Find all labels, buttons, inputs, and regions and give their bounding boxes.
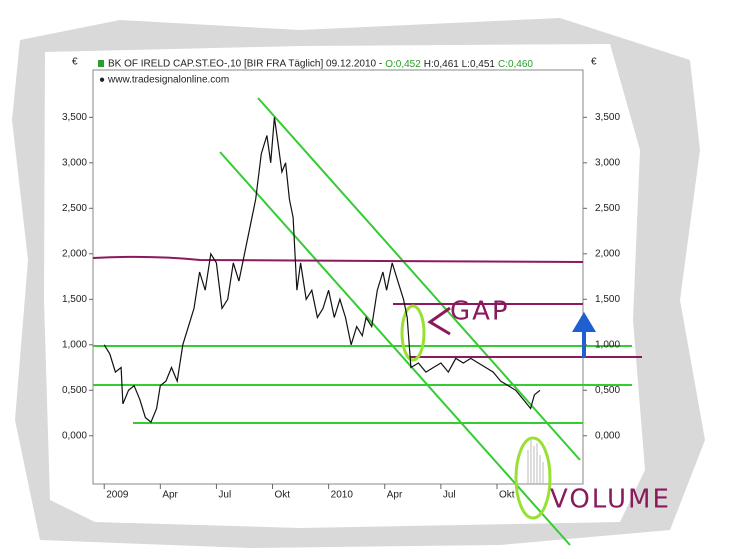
x-tick-label: Okt bbox=[499, 490, 515, 501]
volume bbox=[527, 440, 544, 484]
x-tick-label: 2010 bbox=[331, 490, 354, 501]
x-tick-label: Jul bbox=[443, 490, 456, 501]
y-tick-label-left: 3,000 bbox=[62, 157, 87, 168]
x-tick-label: Apr bbox=[387, 490, 403, 501]
x-tick-label: 2009 bbox=[106, 490, 129, 501]
title-marker bbox=[98, 60, 104, 67]
annotation-gap: GAP bbox=[450, 297, 510, 327]
subtitle: www.tradesignalonline.com bbox=[107, 75, 229, 86]
price-line bbox=[103, 117, 541, 424]
x-tick-label: Apr bbox=[162, 490, 178, 501]
x-tick-label: Okt bbox=[275, 490, 291, 501]
y-tick-label-left: 1,000 bbox=[62, 339, 87, 350]
y-tick-label-right: 2,000 bbox=[595, 248, 620, 259]
y-tick-label-right: 1,500 bbox=[595, 294, 620, 305]
y-tick-label-left: 1,500 bbox=[62, 294, 87, 305]
annotation-volume: VOLUME bbox=[550, 485, 671, 515]
y-tick-label-left: 2,500 bbox=[62, 203, 87, 214]
y-unit-left: € bbox=[72, 57, 78, 68]
y-unit-right: € bbox=[591, 57, 597, 68]
y-tick-label-left: 2,000 bbox=[62, 248, 87, 259]
subtitle-bullet: ● bbox=[99, 75, 105, 86]
x-tick-label: Jul bbox=[218, 490, 231, 501]
y-tick-label-right: 1,000 bbox=[595, 339, 620, 350]
y-tick-label-right: 3,000 bbox=[595, 157, 620, 168]
y-tick-label-right: 3,500 bbox=[595, 112, 620, 123]
chart-title: BK OF IRELD CAP.ST.EO-,10 [BIR FRA Tägli… bbox=[108, 59, 533, 70]
y-tick-label-left: 0,500 bbox=[62, 385, 87, 396]
y-tick-label-left: 0,000 bbox=[62, 430, 87, 441]
y-tick-label-right: 0,500 bbox=[595, 385, 620, 396]
y-tick-label-right: 2,500 bbox=[595, 203, 620, 214]
plot-area bbox=[92, 69, 584, 485]
high-low-label: H:0,461 L:0,451 bbox=[424, 59, 496, 70]
y-tick-label-right: 0,000 bbox=[595, 430, 620, 441]
y-tick-label-left: 3,500 bbox=[62, 112, 87, 123]
open-label: O:0,452 bbox=[385, 59, 421, 70]
drawn-lines bbox=[92, 97, 642, 546]
close-label: C:0,460 bbox=[498, 59, 533, 70]
